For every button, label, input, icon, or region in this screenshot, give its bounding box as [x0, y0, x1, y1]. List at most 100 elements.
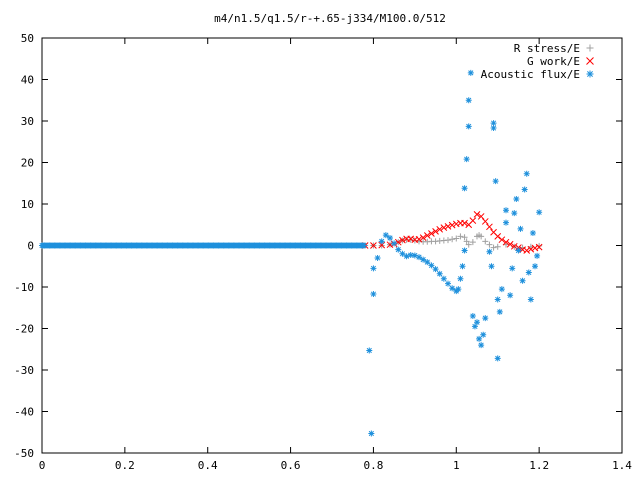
data-point-g-work: [531, 244, 539, 252]
data-point-g-work: [423, 232, 431, 239]
data-point-r-stress: [461, 234, 468, 241]
data-point-g-work: [444, 223, 452, 230]
data-point-acoustic-flux: [529, 230, 536, 237]
data-point-acoustic-flux: [498, 286, 505, 293]
data-point-acoustic-flux: [399, 250, 406, 257]
data-point-acoustic-flux: [488, 263, 495, 270]
y-tick-label: 20: [21, 157, 34, 170]
data-point-acoustic-flux: [455, 286, 462, 293]
data-point-acoustic-flux: [436, 270, 443, 277]
data-point-acoustic-flux: [525, 269, 532, 276]
data-point-acoustic-flux: [416, 254, 422, 261]
data-point-acoustic-flux: [492, 178, 499, 185]
data-point-acoustic-flux: [387, 235, 393, 242]
data-point-g-work: [473, 211, 481, 218]
legend-marker-g-work: [586, 57, 594, 65]
data-point-r-stress: [445, 237, 451, 244]
data-point-g-work: [477, 213, 485, 220]
data-point-acoustic-flux: [471, 323, 478, 330]
y-tick-label: 10: [21, 198, 34, 211]
data-point-acoustic-flux: [507, 292, 514, 299]
data-point-r-stress: [463, 238, 470, 245]
data-point-g-work: [494, 233, 502, 240]
data-point-acoustic-flux: [360, 242, 367, 249]
data-point-acoustic-flux: [478, 342, 485, 349]
data-point-acoustic-flux: [459, 263, 466, 270]
data-point-acoustic-flux: [534, 252, 541, 259]
data-point-acoustic-flux: [366, 347, 373, 354]
data-point-acoustic-flux: [382, 232, 389, 239]
data-point-acoustic-flux: [407, 252, 414, 259]
data-point-acoustic-flux: [445, 280, 451, 287]
data-point-r-stress: [457, 233, 464, 240]
data-point-r-stress: [486, 241, 493, 248]
data-point-g-work: [394, 238, 402, 246]
data-point-r-stress: [490, 244, 497, 251]
y-tick-label: 30: [21, 115, 34, 128]
legend-label-acoustic-flux: Acoustic flux/E: [481, 68, 580, 81]
data-point-acoustic-flux: [490, 125, 497, 132]
legend-marker-r-stress: [586, 44, 594, 52]
legend-marker-acoustic-flux: [586, 70, 594, 78]
x-tick-label: 0.4: [198, 459, 218, 472]
data-point-acoustic-flux: [469, 313, 476, 320]
data-point-g-work: [469, 217, 477, 224]
data-point-acoustic-flux: [486, 248, 493, 255]
data-point-acoustic-flux: [519, 277, 526, 284]
x-tick-label: 0.2: [115, 459, 135, 472]
data-point-acoustic-flux: [374, 254, 381, 261]
y-tick-label: 0: [27, 240, 34, 253]
y-tick-label: -50: [14, 447, 34, 460]
data-point-r-stress: [407, 236, 414, 243]
data-point-acoustic-flux: [463, 156, 470, 163]
data-point-r-stress: [482, 238, 489, 245]
data-point-acoustic-flux: [513, 196, 520, 203]
data-point-acoustic-flux: [511, 210, 518, 217]
data-point-r-stress: [494, 243, 501, 250]
y-tick-label: 50: [21, 32, 34, 45]
data-point-acoustic-flux: [403, 253, 410, 260]
data-point-acoustic-flux: [474, 319, 480, 326]
legend-label-r-stress: R stress/E: [514, 42, 580, 55]
data-point-acoustic-flux: [503, 207, 509, 214]
data-point-acoustic-flux: [509, 265, 516, 272]
data-point-acoustic-flux: [536, 209, 543, 216]
data-point-g-work: [486, 223, 493, 231]
x-tick-label: 1.4: [612, 459, 632, 472]
data-point-g-work: [428, 230, 435, 237]
data-point-acoustic-flux: [517, 225, 524, 232]
chart-title: m4/n1.5/q1.5/r-+.65-j334/M100.0/512: [214, 12, 446, 25]
data-point-g-work: [452, 220, 460, 228]
data-point-acoustic-flux: [432, 266, 439, 273]
data-point-acoustic-flux: [490, 120, 497, 127]
data-point-g-work: [415, 235, 423, 243]
data-point-acoustic-flux: [440, 275, 447, 282]
data-point-acoustic-flux: [461, 185, 468, 192]
plot-area: [39, 69, 543, 437]
data-point-acoustic-flux: [503, 219, 509, 226]
y-tick-label: 40: [21, 74, 34, 87]
data-point-acoustic-flux: [424, 259, 431, 266]
series-g-work: [361, 211, 543, 254]
data-point-r-stress: [469, 239, 476, 246]
data-point-acoustic-flux: [461, 247, 468, 254]
data-point-acoustic-flux: [521, 186, 528, 193]
data-point-acoustic-flux: [480, 331, 487, 338]
data-point-acoustic-flux: [515, 247, 522, 254]
data-point-acoustic-flux: [476, 335, 483, 342]
data-point-acoustic-flux: [428, 262, 435, 269]
data-point-g-work: [506, 240, 514, 248]
data-point-acoustic-flux: [391, 240, 398, 247]
data-point-acoustic-flux: [482, 315, 489, 322]
data-point-acoustic-flux: [420, 256, 427, 263]
data-point-acoustic-flux: [467, 69, 474, 76]
series-acoustic-flux-baseline: [39, 242, 367, 249]
x-tick-label: 0: [39, 459, 46, 472]
data-point-acoustic-flux: [457, 275, 464, 282]
axes: 0 0.2 0.4 0.6 0.8 1 1.2 1.4 50 40 30 20 10 0 -10 -20 -30…: [14, 32, 632, 472]
data-point-acoustic-flux: [370, 291, 377, 298]
data-point-g-work: [436, 225, 444, 233]
data-point-acoustic-flux: [527, 296, 534, 303]
data-point-r-stress: [449, 236, 456, 243]
data-point-g-work: [523, 247, 531, 254]
